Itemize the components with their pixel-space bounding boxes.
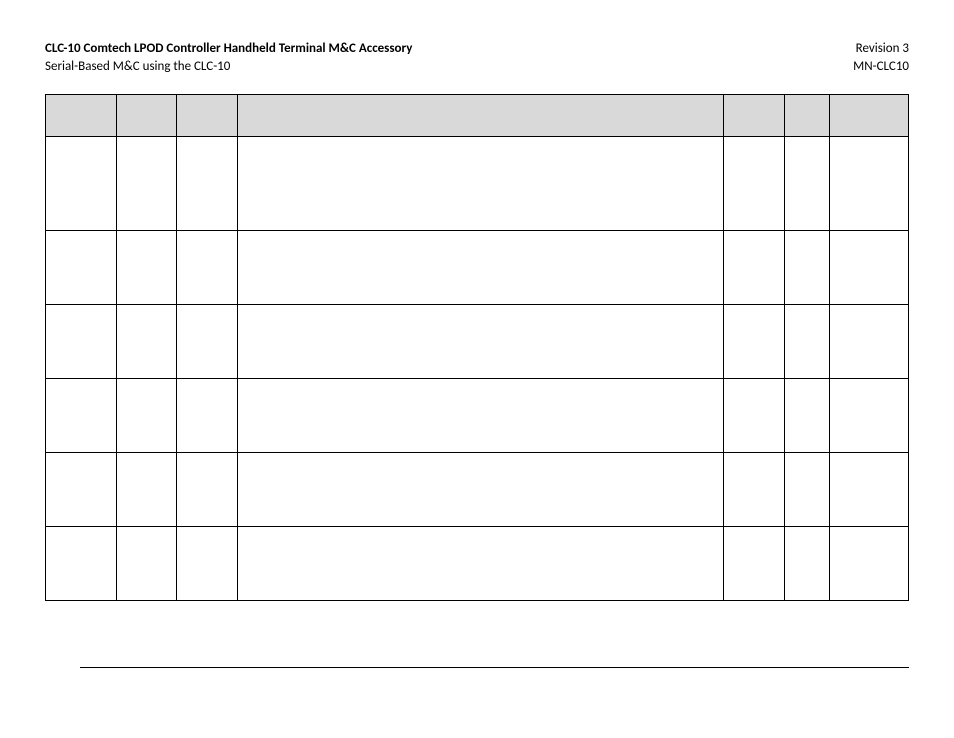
table-cell bbox=[177, 231, 237, 305]
table-cell bbox=[46, 137, 117, 231]
table-cell bbox=[116, 453, 176, 527]
table-cell bbox=[116, 527, 176, 601]
table-cell bbox=[237, 305, 724, 379]
table-cell bbox=[177, 137, 237, 231]
header-revision: Revision 3 bbox=[853, 40, 909, 58]
header-left: CLC-10 Comtech LPOD Controller Handheld … bbox=[45, 40, 412, 76]
table-cell bbox=[829, 379, 908, 453]
table-cell bbox=[177, 379, 237, 453]
table-cell bbox=[46, 95, 117, 137]
table-cell bbox=[177, 527, 237, 601]
table-cell bbox=[784, 305, 829, 379]
table-cell bbox=[784, 137, 829, 231]
table-row bbox=[46, 137, 909, 231]
table-cell bbox=[237, 95, 724, 137]
table-cell bbox=[116, 231, 176, 305]
table-cell bbox=[724, 231, 784, 305]
table-row bbox=[46, 305, 909, 379]
header-docnum: MN-CLC10 bbox=[853, 58, 909, 76]
footer-rule bbox=[80, 667, 909, 668]
table-cell bbox=[46, 527, 117, 601]
table-cell bbox=[177, 95, 237, 137]
header-title: CLC-10 Comtech LPOD Controller Handheld … bbox=[45, 40, 412, 58]
document-page: CLC-10 Comtech LPOD Controller Handheld … bbox=[0, 0, 954, 601]
table-cell bbox=[724, 379, 784, 453]
table-cell bbox=[784, 527, 829, 601]
table-cell bbox=[784, 95, 829, 137]
table-cell bbox=[177, 453, 237, 527]
table-cell bbox=[46, 305, 117, 379]
table-cell bbox=[829, 527, 908, 601]
table-body bbox=[46, 95, 909, 601]
table-cell bbox=[829, 95, 908, 137]
table-cell bbox=[46, 379, 117, 453]
table-row bbox=[46, 231, 909, 305]
table-cell bbox=[784, 379, 829, 453]
table-cell bbox=[237, 379, 724, 453]
table-cell bbox=[784, 453, 829, 527]
table-cell bbox=[829, 305, 908, 379]
table-row bbox=[46, 527, 909, 601]
table-cell bbox=[116, 379, 176, 453]
table-cell bbox=[829, 231, 908, 305]
table-cell bbox=[237, 453, 724, 527]
table-row bbox=[46, 379, 909, 453]
header-subtitle: Serial-Based M&C using the CLC-10 bbox=[45, 58, 412, 76]
table-cell bbox=[237, 231, 724, 305]
page-header: CLC-10 Comtech LPOD Controller Handheld … bbox=[45, 40, 909, 76]
table-cell bbox=[237, 137, 724, 231]
table-cell bbox=[116, 95, 176, 137]
table-cell bbox=[724, 95, 784, 137]
table-cell bbox=[724, 137, 784, 231]
table-cell bbox=[46, 231, 117, 305]
table-cell bbox=[724, 527, 784, 601]
table-cell bbox=[116, 137, 176, 231]
table-header-row bbox=[46, 95, 909, 137]
header-right: Revision 3 MN-CLC10 bbox=[853, 40, 909, 76]
table-cell bbox=[116, 305, 176, 379]
data-table bbox=[45, 94, 909, 601]
table-row bbox=[46, 453, 909, 527]
table-cell bbox=[784, 231, 829, 305]
table-cell bbox=[177, 305, 237, 379]
table-cell bbox=[724, 305, 784, 379]
table-cell bbox=[829, 453, 908, 527]
table-cell bbox=[829, 137, 908, 231]
table-cell bbox=[724, 453, 784, 527]
table-cell bbox=[237, 527, 724, 601]
table-cell bbox=[46, 453, 117, 527]
